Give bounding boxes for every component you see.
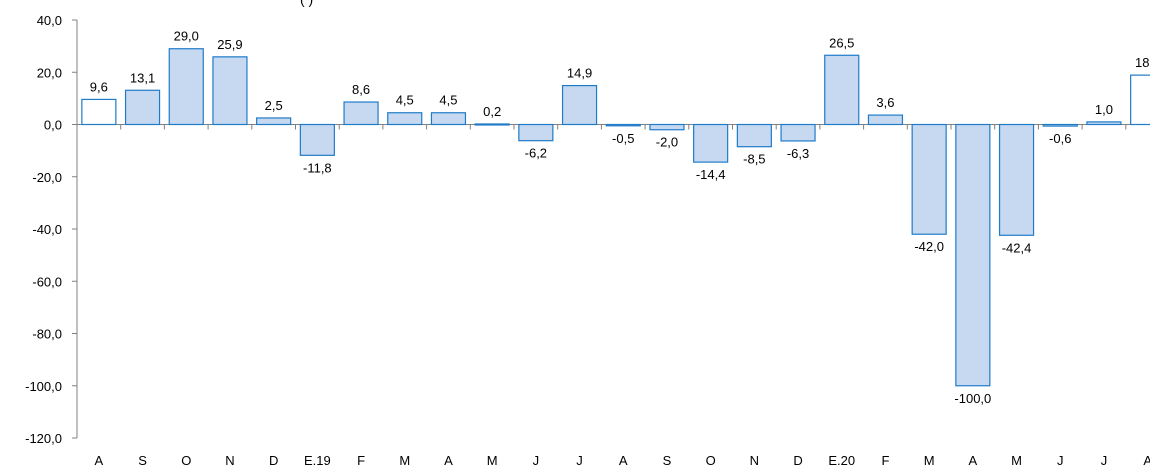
x-tick-label: F — [357, 453, 365, 466]
bar — [649, 123, 685, 131]
x-tick-label: M — [924, 453, 935, 466]
bar — [1086, 121, 1122, 126]
data-label: 25,9 — [217, 37, 242, 52]
x-tick-label: D — [793, 453, 802, 466]
bar — [124, 89, 161, 126]
bar — [81, 98, 117, 126]
x-tick-label: F — [881, 453, 889, 466]
data-label: -6,3 — [787, 146, 809, 161]
y-tick-label: -100,0 — [25, 379, 62, 394]
bar — [1042, 123, 1078, 127]
y-tick-label: -80,0 — [32, 327, 62, 342]
y-tick-label: 20,0 — [37, 65, 62, 80]
y-tick-label: -60,0 — [32, 274, 62, 289]
data-labels: A 9,6 S 13,1 O 29,0 N 25,9 D 2,5 E.19 -11,8 F 8,6 M 4,5… — [90, 29, 1150, 466]
data-label: 0,2 — [483, 104, 501, 119]
x-tick-label: O — [706, 453, 716, 466]
y-tick-label: -120,0 — [25, 431, 62, 446]
data-label: 13,1 — [130, 70, 155, 85]
data-label: 18,9 — [1135, 55, 1150, 70]
bar — [518, 123, 554, 142]
data-label: 9,6 — [90, 79, 108, 94]
bar — [299, 123, 335, 156]
y-tick-label: -20,0 — [32, 170, 62, 185]
bar — [561, 84, 598, 126]
x-tick-label: E.20 — [828, 453, 855, 466]
bar — [911, 123, 947, 235]
data-label: -11,8 — [303, 160, 332, 175]
data-label: 29,0 — [174, 29, 199, 44]
bar — [736, 123, 772, 148]
x-tick-label: O — [181, 453, 191, 466]
bar — [824, 54, 860, 126]
data-label: 2,5 — [265, 98, 283, 113]
bar — [955, 123, 991, 387]
data-label: -100,0 — [954, 391, 991, 406]
data-label: -6,2 — [525, 146, 547, 161]
bar — [780, 123, 816, 142]
x-tick-label: J — [533, 453, 540, 466]
x-tick-label: A — [444, 453, 453, 466]
data-label: -2,0 — [656, 135, 678, 150]
x-tick-label: J — [1057, 453, 1064, 466]
x-tick-label: S — [138, 453, 147, 466]
x-tick-label: N — [750, 453, 759, 466]
bar — [212, 56, 248, 126]
y-tick-label: 0,0 — [44, 118, 62, 133]
data-label: 4,5 — [439, 93, 457, 108]
data-label: -14,4 — [696, 167, 726, 182]
x-tick-label: A — [969, 453, 978, 466]
data-label: 14,9 — [567, 66, 592, 81]
x-tick-label: M — [487, 453, 498, 466]
bar — [867, 114, 904, 126]
data-label: -42,0 — [914, 239, 944, 254]
bar — [693, 123, 729, 163]
data-label: 1,0 — [1095, 102, 1113, 117]
bar — [998, 123, 1035, 236]
bar — [605, 123, 641, 127]
x-tick-label: A — [619, 453, 628, 466]
data-label: 4,5 — [396, 93, 414, 108]
x-tick-label: M — [399, 453, 410, 466]
data-label: -0,6 — [1049, 131, 1071, 146]
x-tick-label: J — [1101, 453, 1108, 466]
data-label: -0,5 — [612, 131, 634, 146]
x-tick-label: A — [1143, 453, 1150, 466]
x-tick-label: N — [225, 453, 234, 466]
data-label: 8,6 — [352, 82, 370, 97]
bar — [343, 101, 379, 126]
bar — [256, 117, 292, 126]
bars — [81, 48, 1150, 387]
chart-title: ( ) — [300, 0, 920, 11]
x-tick-label: E.19 — [304, 453, 331, 466]
data-label: -8,5 — [743, 152, 765, 167]
y-tick-label: 40,0 — [37, 13, 62, 28]
x-tick-label: M — [1011, 453, 1022, 466]
x-tick-label: S — [663, 453, 672, 466]
x-tick-label: J — [576, 453, 583, 466]
bar — [474, 123, 510, 126]
y-tick-label: -40,0 — [32, 222, 62, 237]
x-tick-label: D — [269, 453, 278, 466]
x-tick-label: A — [95, 453, 104, 466]
bar — [430, 112, 467, 126]
bar — [168, 48, 204, 126]
bar — [1130, 74, 1150, 126]
data-label: -42,4 — [1002, 240, 1032, 255]
data-label: 26,5 — [829, 35, 854, 50]
data-label: 3,6 — [876, 95, 894, 110]
bar — [387, 112, 423, 126]
